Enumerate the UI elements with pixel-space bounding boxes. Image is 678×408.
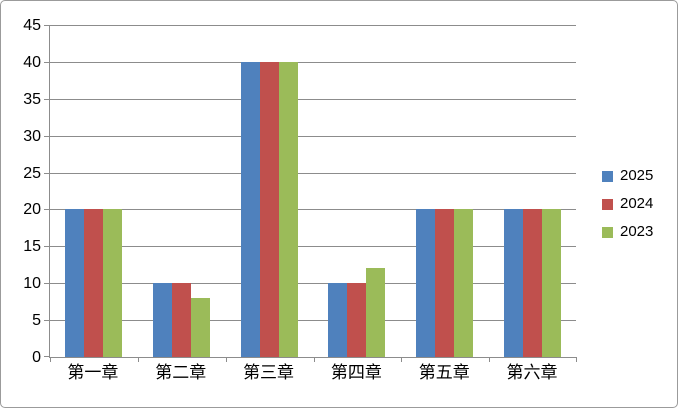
legend-swatch-icon: [602, 170, 613, 182]
legend-item-2025[interactable]: 2025: [602, 168, 653, 184]
y-axis-label: 15: [23, 238, 41, 256]
bar-2024[interactable]: [347, 283, 367, 357]
x-axis-label: 第五章: [418, 363, 470, 382]
x-axis-label: 第二章: [155, 363, 207, 382]
gridline: [50, 172, 576, 174]
bar-group-5: [401, 26, 489, 357]
bar-2023[interactable]: [191, 297, 210, 357]
gridline: [50, 283, 576, 285]
y-axis-label: 25: [23, 164, 41, 182]
bar-2025[interactable]: [240, 61, 260, 357]
bar-2025[interactable]: [416, 209, 436, 357]
gridline: [50, 246, 576, 248]
bar-2024[interactable]: [172, 283, 191, 357]
bar-2025[interactable]: [503, 209, 523, 357]
y-axis-label: 20: [23, 201, 41, 219]
bar-2023[interactable]: [454, 209, 474, 357]
x-axis-tick: [489, 357, 490, 362]
bar-2024[interactable]: [522, 209, 542, 357]
bar-2023[interactable]: [541, 209, 561, 357]
y-axis-label: 40: [23, 53, 41, 71]
bar-2025[interactable]: [153, 283, 172, 357]
y-axis-label: 5: [32, 312, 41, 330]
y-axis-tick: [44, 135, 50, 137]
y-axis-tick: [44, 283, 50, 285]
bar-group-3: [225, 26, 313, 357]
y-axis-tick: [44, 246, 50, 248]
bar-2024[interactable]: [435, 209, 455, 357]
x-axis-labels: 第一章 第二章 第三章 第四章 第五章 第六章: [49, 362, 576, 384]
gridline: [50, 61, 576, 63]
gridline: [50, 209, 576, 211]
bar-2024[interactable]: [84, 209, 104, 357]
y-axis-tick: [44, 25, 50, 26]
x-axis-tick: [401, 357, 402, 362]
bar-2023[interactable]: [278, 61, 298, 357]
y-axis-tick: [44, 356, 50, 357]
legend-swatch-icon: [602, 226, 613, 238]
y-axis-label: 45: [23, 17, 41, 34]
y-axis-label: 10: [23, 275, 41, 293]
x-axis-tick: [50, 357, 51, 362]
x-axis-tick: [138, 357, 139, 362]
gridline: [50, 98, 576, 100]
legend-item-2024[interactable]: 2024: [602, 196, 653, 212]
x-axis-tick: [576, 357, 577, 362]
y-axis-tick: [44, 320, 50, 322]
bar-2024[interactable]: [259, 61, 279, 357]
bar-2025[interactable]: [65, 209, 85, 357]
x-axis-label: 第一章: [67, 363, 119, 382]
y-axis-label: 35: [23, 90, 41, 108]
y-axis-labels: 0 5 10 15 20 25 30 35 40 45: [1, 1, 41, 407]
y-axis-label: 30: [23, 127, 41, 145]
bar-group-6: [488, 26, 576, 357]
y-axis-label: 0: [32, 349, 41, 366]
y-axis-tick: [44, 209, 50, 211]
y-axis-tick: [44, 172, 50, 174]
bar-group-4: [313, 26, 401, 357]
legend: 2025 2024 2023: [602, 168, 653, 252]
legend-label: 2024: [620, 195, 654, 212]
legend-label: 2025: [620, 167, 654, 184]
x-axis-tick: [314, 357, 315, 362]
x-axis-tick: [226, 357, 227, 362]
y-axis-tick: [44, 98, 50, 100]
plot-area: [44, 25, 577, 362]
x-axis-label: 第三章: [243, 363, 295, 382]
bar-groups: [50, 26, 576, 357]
bar-group-2: [138, 26, 226, 357]
bar-2023[interactable]: [103, 209, 123, 357]
x-axis-label: 第四章: [330, 363, 382, 382]
gridline: [50, 25, 576, 26]
legend-label: 2023: [620, 223, 654, 240]
y-axis-tick: [44, 61, 50, 63]
bar-2023[interactable]: [366, 268, 386, 357]
gridline: [50, 320, 576, 322]
gridline: [50, 135, 576, 137]
legend-item-2023[interactable]: 2023: [602, 224, 653, 240]
x-axis-label: 第六章: [506, 363, 558, 382]
legend-swatch-icon: [602, 198, 613, 210]
bar-group-1: [50, 26, 138, 357]
bar-2025[interactable]: [328, 283, 348, 357]
